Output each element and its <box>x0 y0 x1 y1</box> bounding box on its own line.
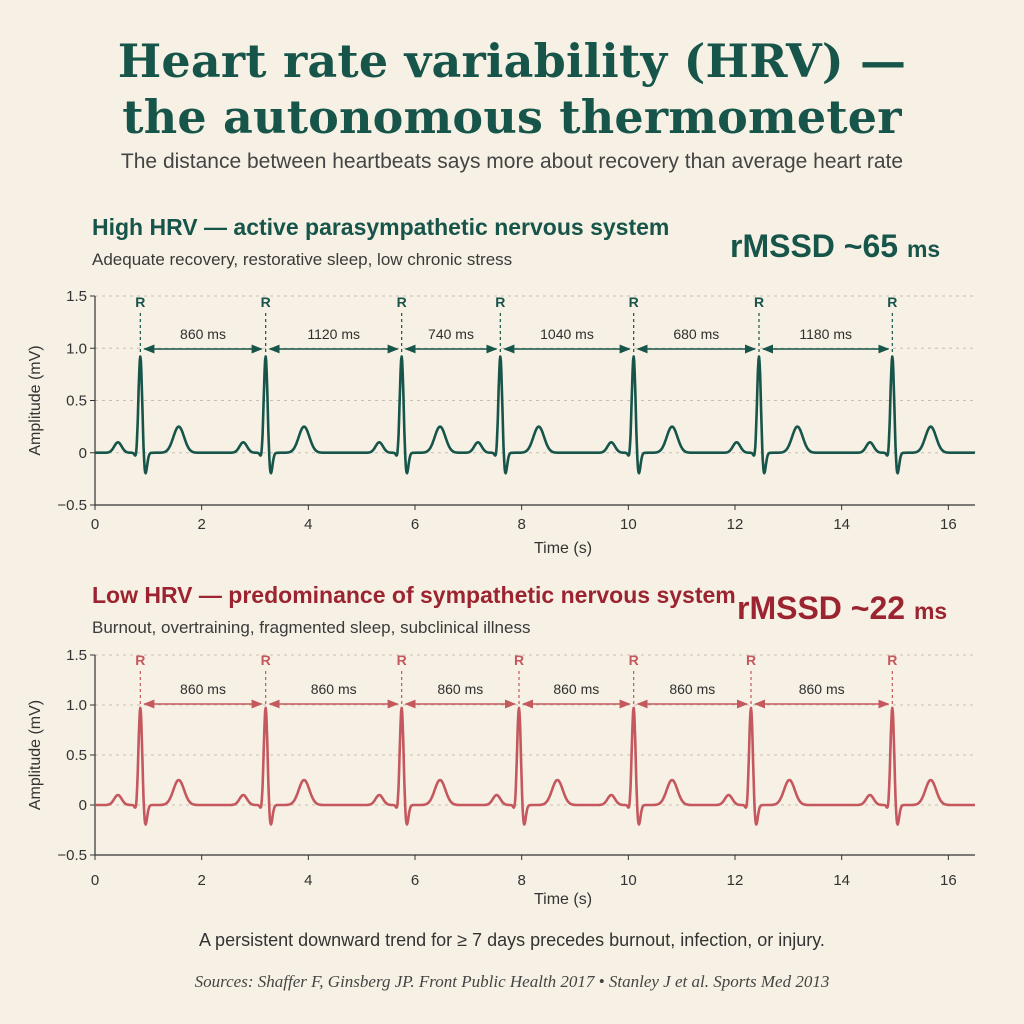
rr-interval-label: 860 ms <box>553 681 599 697</box>
footnote: A persistent downward trend for ≥ 7 days… <box>199 930 825 950</box>
y-tick-label: 1.0 <box>66 697 87 714</box>
r-peak-label: R <box>397 652 407 668</box>
rr-interval-label: 860 ms <box>180 326 226 342</box>
r-peak-label: R <box>135 294 145 310</box>
y-tick-label: 0.5 <box>66 393 87 410</box>
x-tick-label: 8 <box>517 872 525 889</box>
high-hrv-rmssd-value: rMSSD ~65 <box>730 228 899 264</box>
low-hrv-rmssd-value: rMSSD ~22 <box>737 590 906 626</box>
rr-interval-label: 860 ms <box>669 681 715 697</box>
x-tick-label: 14 <box>833 872 850 889</box>
low-hrv-title: Low HRV — predominance of sympathetic ne… <box>92 582 736 608</box>
y-tick-label: 1.0 <box>66 340 87 357</box>
y-tick-label: −0.5 <box>57 847 87 864</box>
rr-interval-label: 860 ms <box>799 681 845 697</box>
rr-interval-label: 740 ms <box>428 326 474 342</box>
r-peak-label: R <box>629 652 639 668</box>
r-peak-label: R <box>746 652 756 668</box>
x-tick-label: 6 <box>411 872 419 889</box>
high-hrv-subtitle: Adequate recovery, restorative sleep, lo… <box>92 250 513 269</box>
low-hrv-rmssd-unit: ms <box>913 598 948 624</box>
high-hrv-ecg-trace <box>94 355 976 475</box>
r-peak-label: R <box>397 294 407 310</box>
rr-interval-label: 680 ms <box>673 326 719 342</box>
x-tick-label: 14 <box>833 516 850 533</box>
y-tick-label: −0.5 <box>57 497 87 514</box>
sources-citation: Sources: Shaffer F, Ginsberg JP. Front P… <box>194 972 830 991</box>
x-tick-label: 8 <box>517 516 525 533</box>
x-tick-label: 10 <box>620 516 637 533</box>
r-peak-label: R <box>754 294 764 310</box>
x-tick-label: 10 <box>620 872 637 889</box>
high-hrv-rmssd-unit: ms <box>906 236 941 262</box>
r-peak-label: R <box>887 652 897 668</box>
y-tick-label: 0 <box>79 797 87 814</box>
rr-interval-label: 1120 ms <box>307 326 360 342</box>
y-tick-label: 0.5 <box>66 747 87 764</box>
x-axis-label: Time (s) <box>534 891 592 908</box>
rr-interval-label: 1040 ms <box>540 326 594 342</box>
y-axis-label: Amplitude (mV) <box>27 700 44 810</box>
rr-interval-label: 860 ms <box>437 681 483 697</box>
r-peak-label: R <box>261 652 271 668</box>
low-hrv-rmssd: rMSSD ~22 ms <box>737 590 947 627</box>
r-peak-label: R <box>629 294 639 310</box>
x-tick-label: 4 <box>304 516 312 533</box>
rr-interval-label: 1180 ms <box>799 326 852 342</box>
page-title-line-1: Heart rate variability (HRV) — <box>117 34 907 88</box>
page-title-line-2: the autonomous thermometer <box>122 90 902 144</box>
high-hrv-title: High HRV — active parasympathetic nervou… <box>92 214 670 240</box>
x-tick-label: 2 <box>197 516 205 533</box>
x-tick-label: 4 <box>304 872 312 889</box>
page-subtitle: The distance between heartbeats says mor… <box>120 150 904 173</box>
x-tick-label: 12 <box>727 516 744 533</box>
x-tick-label: 6 <box>411 516 419 533</box>
x-tick-label: 0 <box>91 516 99 533</box>
high-hrv-rmssd: rMSSD ~65 ms <box>730 228 940 265</box>
x-tick-label: 2 <box>197 872 205 889</box>
y-tick-label: 1.5 <box>66 647 87 664</box>
x-tick-label: 0 <box>91 872 99 889</box>
y-tick-label: 1.5 <box>66 288 87 305</box>
rr-interval-label: 860 ms <box>311 681 357 697</box>
r-peak-label: R <box>495 294 505 310</box>
r-peak-label: R <box>261 294 271 310</box>
y-axis-label: Amplitude (mV) <box>27 345 44 455</box>
x-axis-label: Time (s) <box>534 540 592 557</box>
rr-interval-label: 860 ms <box>180 681 226 697</box>
x-tick-label: 12 <box>727 872 744 889</box>
r-peak-label: R <box>887 294 897 310</box>
r-peak-label: R <box>135 652 145 668</box>
x-tick-label: 16 <box>940 872 957 889</box>
y-tick-label: 0 <box>79 445 87 462</box>
low-hrv-ecg-trace <box>94 706 976 826</box>
x-tick-label: 16 <box>940 516 957 533</box>
low-hrv-subtitle: Burnout, overtraining, fragmented sleep,… <box>92 618 531 637</box>
r-peak-label: R <box>514 652 524 668</box>
